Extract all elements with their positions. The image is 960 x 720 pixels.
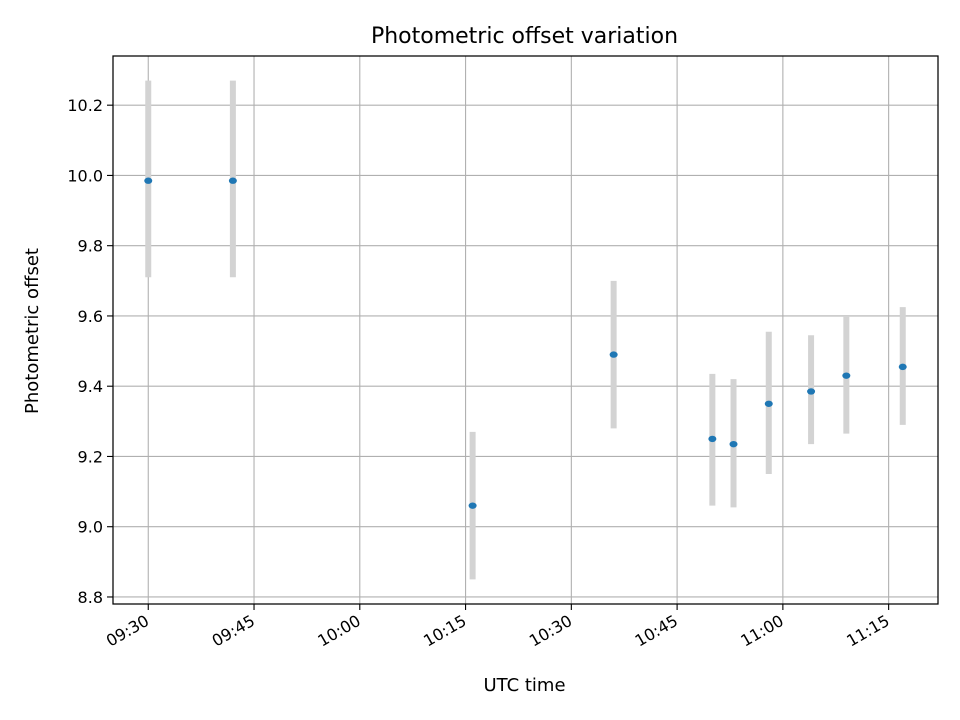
data-point <box>842 372 851 379</box>
data-point <box>898 363 907 371</box>
data-point <box>708 435 717 443</box>
y-tick-label: 9.8 <box>78 237 103 256</box>
y-tick-label: 9.2 <box>78 447 103 466</box>
y-tick-label: 8.8 <box>78 588 103 607</box>
plot-frame <box>112 55 939 605</box>
y-axis: 8.8 9.0 9.2 9.4 9.6 9.8 10.0 10.2 <box>67 96 113 607</box>
chart-title: Photometric offset variation <box>371 24 678 49</box>
data-point <box>228 177 237 184</box>
data-point <box>144 177 153 184</box>
y-tick-label: 9.0 <box>78 518 103 537</box>
y-tick-label: 9.6 <box>78 307 103 326</box>
y-tick-label: 9.4 <box>78 377 103 396</box>
data-point <box>609 351 618 358</box>
y-axis-label: Photometric offset <box>22 248 43 414</box>
data-point <box>807 388 816 395</box>
y-tick-label: 10.0 <box>67 166 103 185</box>
y-tick-label: 10.2 <box>67 96 103 115</box>
x-axis-label: UTC time <box>483 675 565 696</box>
grid <box>113 56 938 604</box>
data-point <box>729 440 738 448</box>
data-points <box>144 177 907 509</box>
data-point <box>468 502 477 509</box>
data-point <box>764 400 773 407</box>
